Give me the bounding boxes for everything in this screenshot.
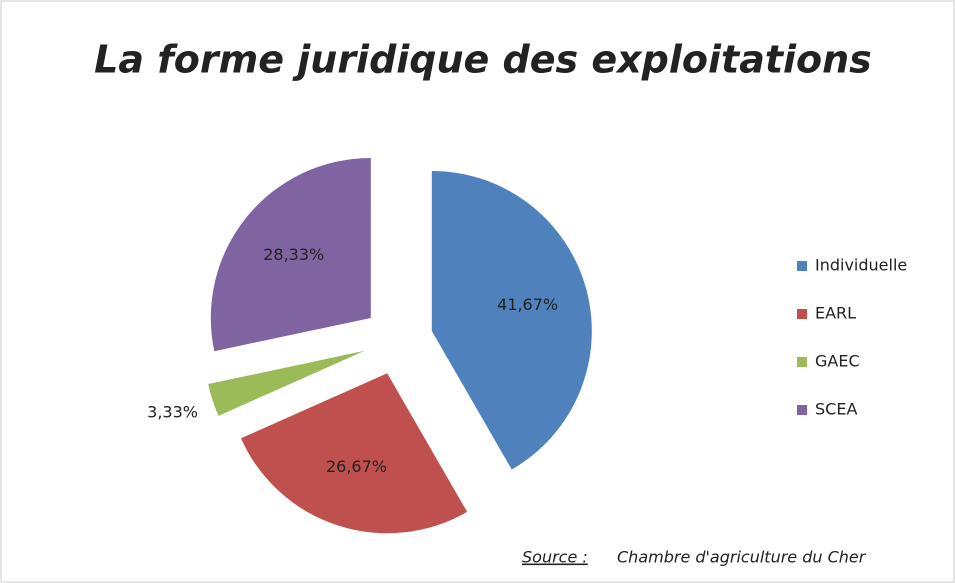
data-label: 28,33%	[263, 245, 324, 264]
chart-title: La forme juridique des exploitations	[94, 38, 872, 82]
legend-label: EARL	[815, 304, 856, 323]
data-label: 26,67%	[326, 457, 387, 476]
pie-slice	[431, 170, 592, 470]
legend-swatch	[797, 405, 807, 415]
data-label: 3,33%	[147, 403, 198, 422]
legend-label: SCEA	[815, 400, 857, 419]
pie-slice	[240, 373, 468, 534]
source: Chambre d'agriculture du Cher	[617, 548, 867, 567]
pie-slice	[210, 157, 371, 352]
data-label: 41,67%	[497, 295, 558, 314]
legend-label: GAEC	[815, 352, 860, 371]
legend-swatch	[797, 357, 807, 367]
legend-swatch	[797, 309, 807, 319]
pie-slice	[208, 350, 365, 416]
legend-label: Individuelle	[815, 256, 907, 275]
source-label: Source :	[522, 548, 588, 567]
legend-swatch	[797, 261, 807, 271]
